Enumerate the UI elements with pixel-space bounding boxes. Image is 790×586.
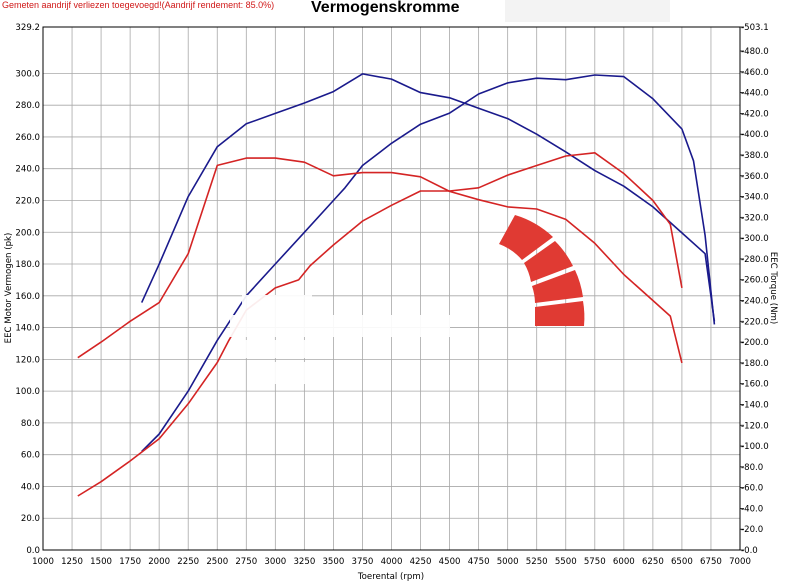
series-line-blue-left xyxy=(141,74,716,453)
y-left-tick-label: 60.0 xyxy=(21,451,40,461)
y-left-tick-label: 180.0 xyxy=(15,260,40,270)
x-tick-label: 4750 xyxy=(468,557,490,567)
x-tick-label: 1750 xyxy=(119,557,141,567)
y-right-tick-label: -200.0 xyxy=(741,338,769,348)
x-tick-label: 2750 xyxy=(235,557,257,567)
y-right-tick-label: -340.0 xyxy=(741,193,769,203)
y-left-tick-label: 329.2 xyxy=(15,23,40,33)
y-right-tick-label: -140.0 xyxy=(741,400,769,410)
x-tick-label: 1250 xyxy=(61,557,83,567)
y-left-tick-label: 260.0 xyxy=(15,133,40,143)
y-left-tick-label: 20.0 xyxy=(21,514,40,524)
x-tick-label: 3250 xyxy=(293,557,315,567)
y-right-tick-label: -320.0 xyxy=(741,213,769,223)
y-right-tick-label: -160.0 xyxy=(741,380,769,390)
x-tick-label: 3750 xyxy=(352,557,374,567)
x-tick-label: 2250 xyxy=(177,557,199,567)
y-right-tick-label: -460.0 xyxy=(741,68,769,78)
y-right-tick-label: -260.0 xyxy=(741,276,769,286)
x-tick-label: 4500 xyxy=(439,557,461,567)
y-right-tick-label: -220.0 xyxy=(741,317,769,327)
y-left-tick-label: 100.0 xyxy=(15,387,40,397)
series-line-blue-right xyxy=(140,73,716,322)
y-right-tick-label: -420.0 xyxy=(741,109,769,119)
y-right-tick-label: -280.0 xyxy=(741,255,769,265)
y-left-tick-label: 140.0 xyxy=(15,324,40,334)
title-background xyxy=(505,0,670,22)
x-tick-label: 6750 xyxy=(700,557,722,567)
x-tick-label: 5250 xyxy=(526,557,548,567)
y-right-tick-label: -120.0 xyxy=(741,421,769,431)
x-tick-label: 6000 xyxy=(613,557,635,567)
y-left-tick-label: 200.0 xyxy=(15,228,40,238)
x-tick-label: 3000 xyxy=(264,557,286,567)
y-left-tick-label: 80.0 xyxy=(21,419,40,429)
grid-lines xyxy=(42,27,741,551)
y-right-tick-label: -180.0 xyxy=(741,359,769,369)
series-line-red-right xyxy=(77,157,683,364)
plot-frame xyxy=(42,26,741,551)
y-left-tick-label: 220.0 xyxy=(15,196,40,206)
y-right-tick-label: -503.1 xyxy=(741,23,769,33)
y-right-tick-label: -380.0 xyxy=(741,151,769,161)
y-right-tick-label: -100.0 xyxy=(741,442,769,452)
x-tick-label: 5750 xyxy=(584,557,606,567)
y-left-tick-label: 280.0 xyxy=(15,101,40,111)
x-tick-label: 2500 xyxy=(206,557,228,567)
y-right-tick-label: -360.0 xyxy=(741,172,769,182)
series-lines xyxy=(77,73,716,497)
y-right-tick-label: -0.0 xyxy=(741,546,758,556)
x-tick-label: 2000 xyxy=(148,557,170,567)
y-left-tick-label: 240.0 xyxy=(15,165,40,175)
y-right-tick-label: -440.0 xyxy=(741,89,769,99)
y-right-tick-label: -80.0 xyxy=(741,463,763,473)
x-tick-label: 5000 xyxy=(497,557,519,567)
x-tick-label: 1500 xyxy=(90,557,112,567)
y-right-tick-label: -20.0 xyxy=(741,525,763,535)
y-axis-right-label: EEC Torque (Nm) xyxy=(768,252,778,324)
y-right-tick-label: -400.0 xyxy=(741,130,769,140)
x-tick-label: 4250 xyxy=(410,557,432,567)
y-axis-left-label: EEC Motor Vermogen (pk) xyxy=(4,233,14,344)
y-left-tick-label: 40.0 xyxy=(21,482,40,492)
x-tick-label: 7000 xyxy=(729,557,751,567)
y-left-tick-label: 120.0 xyxy=(15,355,40,365)
x-tick-label: 1000 xyxy=(32,557,54,567)
y-right-tick-label: -480.0 xyxy=(741,47,769,57)
tick-labels: 1000 1250 1500 1750 2000 2250 2500 2750 3000 3250… xyxy=(15,23,768,567)
x-tick-label: 6500 xyxy=(671,557,693,567)
y-left-tick-label: 0.0 xyxy=(26,546,40,556)
chart-title: Vermogenskromme xyxy=(311,0,460,16)
x-tick-label: 4000 xyxy=(381,557,403,567)
y-left-tick-label: 300.0 xyxy=(15,69,40,79)
y-right-tick-label: -60.0 xyxy=(741,484,763,494)
y-right-tick-label: -240.0 xyxy=(741,297,769,307)
dyno-logo xyxy=(499,215,585,326)
blur-overlay xyxy=(230,295,450,384)
x-axis-label: Toerental (rpm) xyxy=(357,572,424,582)
series-line-red-left xyxy=(77,152,683,497)
y-left-tick-label: 160.0 xyxy=(15,292,40,302)
y-right-tick-label: -300.0 xyxy=(741,234,769,244)
y-right-tick-label: -40.0 xyxy=(741,504,763,514)
drivetrain-loss-note: Gemeten aandrijf verliezen toegevoegd!(A… xyxy=(2,0,275,10)
x-tick-label: 5500 xyxy=(555,557,577,567)
x-tick-label: 3500 xyxy=(322,557,344,567)
x-tick-label: 6250 xyxy=(642,557,664,567)
